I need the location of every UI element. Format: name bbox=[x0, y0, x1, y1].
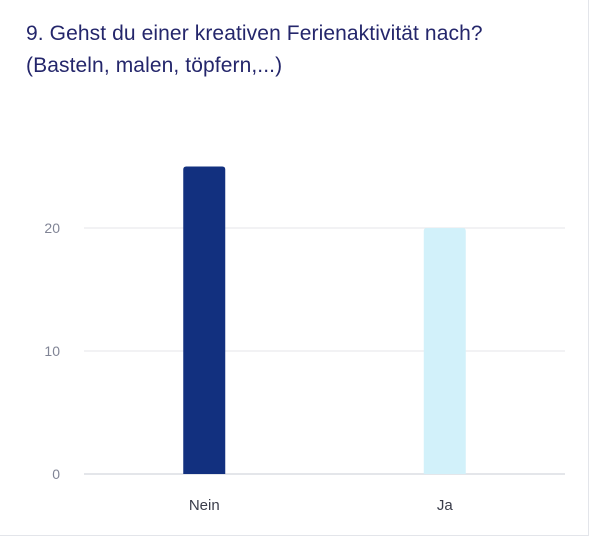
bars bbox=[183, 166, 466, 474]
bar-nein bbox=[183, 166, 226, 474]
x-category-label: Nein bbox=[189, 497, 220, 514]
x-axis-labels: Nein Ja bbox=[189, 497, 454, 514]
bar-ja bbox=[423, 228, 466, 474]
chart-title: 9. Gehst du einer kreativen Ferienaktivi… bbox=[26, 22, 483, 77]
y-tick-label: 20 bbox=[44, 220, 60, 236]
gridlines bbox=[84, 227, 565, 475]
y-tick-label: 0 bbox=[52, 466, 60, 482]
y-tick-label: 10 bbox=[44, 343, 60, 359]
y-axis-ticks: 0 10 20 bbox=[44, 220, 60, 482]
x-category-label: Ja bbox=[437, 497, 454, 514]
